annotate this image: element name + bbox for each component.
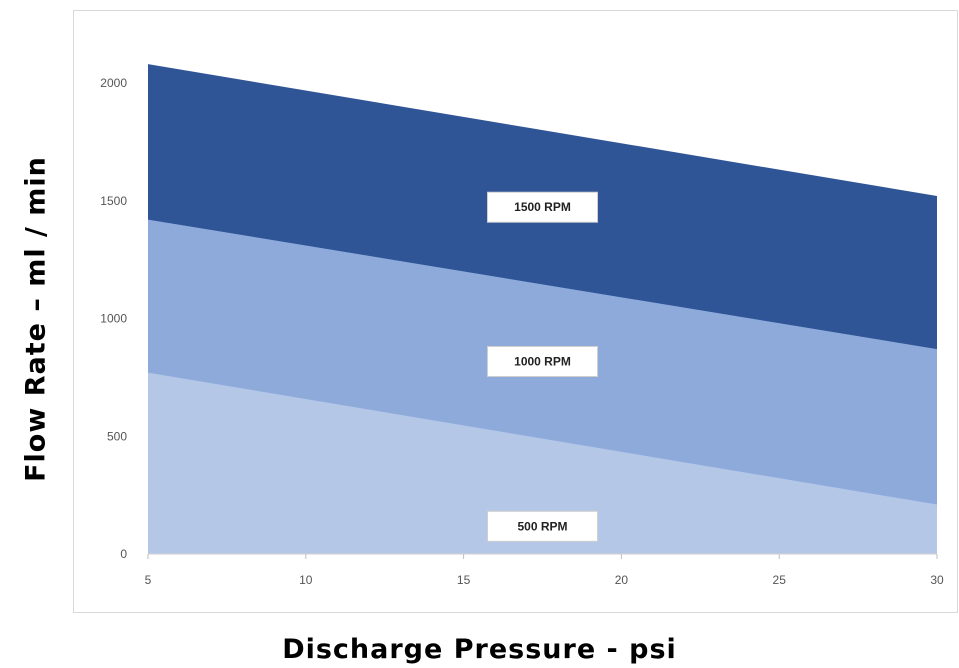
y-tick-label: 2000 xyxy=(100,76,127,90)
series-label-box xyxy=(487,191,598,223)
series-label: 500 RPM xyxy=(517,519,567,533)
y-tick-label: 1000 xyxy=(100,312,127,326)
x-tick-label: 20 xyxy=(615,573,629,587)
series-label: 1000 RPM xyxy=(514,354,571,368)
series-label-box xyxy=(487,345,598,377)
series-label-box xyxy=(487,510,598,542)
x-tick-label: 5 xyxy=(145,573,152,587)
area-band-500-rpm xyxy=(148,372,937,554)
y-tick-label: 0 xyxy=(120,547,127,561)
y-axis-title: Flow Rate – ml / min xyxy=(20,156,52,482)
x-tick-label: 15 xyxy=(457,573,471,587)
y-tick-label: 500 xyxy=(107,429,127,443)
x-axis-title: Discharge Pressure - psi xyxy=(282,634,677,665)
y-tick-label: 1500 xyxy=(100,194,127,208)
x-tick-label: 10 xyxy=(299,573,313,587)
x-tick-label: 30 xyxy=(930,573,944,587)
x-tick-label: 25 xyxy=(773,573,787,587)
series-label: 1500 RPM xyxy=(514,200,571,214)
